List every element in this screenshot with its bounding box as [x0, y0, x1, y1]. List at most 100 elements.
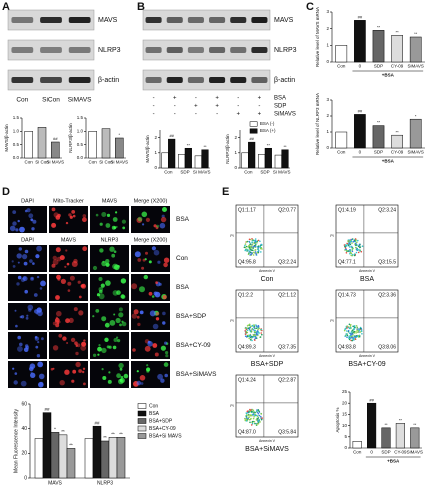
- significance-mark: **: [377, 24, 381, 29]
- significance-mark: **: [267, 142, 271, 147]
- significance-mark: **: [377, 120, 381, 125]
- cell-signal: [66, 262, 70, 266]
- event-dot: [352, 247, 354, 250]
- cell-signal: [28, 308, 32, 312]
- blot-band: [230, 77, 247, 83]
- bar: [194, 155, 202, 169]
- y-tick-label: 20: [342, 400, 348, 405]
- cell-signal: [101, 212, 107, 217]
- event-dot: [256, 409, 258, 411]
- y-tick-label: 1.5: [77, 115, 84, 120]
- cell-signal: [114, 264, 120, 271]
- y-tick-label: 20: [21, 451, 27, 457]
- event-dot: [254, 327, 256, 330]
- plot-caption: BSA: [360, 276, 374, 283]
- bar: [410, 427, 420, 449]
- panel-label: E: [222, 186, 229, 198]
- cell-signal: [163, 262, 168, 268]
- bar: [184, 147, 192, 169]
- event-dot: [349, 241, 352, 243]
- event-dot: [259, 240, 261, 243]
- cell-signal: [99, 248, 104, 253]
- bar: [241, 152, 249, 169]
- y-tick-label: 5: [344, 434, 347, 439]
- event-dot: [344, 335, 347, 338]
- event-dot: [246, 329, 249, 332]
- row-label: BSA+SiMAVS: [176, 371, 217, 378]
- cell-signal: [9, 225, 16, 232]
- bar: [352, 441, 362, 449]
- blot-band: [11, 17, 34, 23]
- y-axis-label: Mean Fluorescence Intensity: [13, 409, 19, 473]
- event-dot: [354, 338, 357, 341]
- event-dot: [246, 410, 249, 413]
- cell-signal: [92, 265, 98, 271]
- event-dot: [352, 325, 354, 328]
- event-dot: [350, 240, 353, 243]
- event-dot: [251, 413, 254, 416]
- bar: [101, 128, 111, 159]
- cell-signal: [162, 321, 166, 325]
- event-dot: [251, 253, 253, 255]
- event-dot: [351, 254, 354, 256]
- event-dot: [261, 417, 263, 419]
- event-dot: [253, 246, 255, 248]
- bar: [168, 138, 176, 169]
- x-tick-label: 0: [370, 450, 373, 455]
- cell-signal: [72, 214, 76, 218]
- event-dot: [355, 251, 358, 254]
- blot-background: [142, 69, 271, 91]
- event-dot: [246, 250, 248, 252]
- event-dot: [250, 330, 253, 332]
- blot-label: β-actin: [274, 77, 295, 84]
- cell-signal: [52, 345, 59, 351]
- significance-mark: **: [103, 435, 107, 440]
- cell-signal: [137, 322, 141, 327]
- cell-signal: [105, 262, 110, 267]
- event-dot: [355, 325, 358, 327]
- event-dot: [349, 325, 352, 327]
- cell-signal: [72, 369, 77, 374]
- cell-signal: [39, 381, 44, 386]
- quadrant-label: Q1:1.17: [238, 207, 256, 213]
- event-dot: [245, 330, 248, 333]
- flow-plot-frame: [235, 289, 299, 353]
- x-tick-label: NLRP3: [97, 480, 113, 486]
- event-dot: [247, 414, 249, 417]
- cell-signal: [134, 251, 141, 258]
- cell-signal: [152, 323, 159, 330]
- cell-signal: [106, 213, 111, 217]
- blot-label: β-actin: [98, 77, 119, 84]
- significance-mark: ##: [249, 136, 254, 141]
- x-tick-label: SiMAVS: [407, 450, 423, 455]
- cell-signal: [97, 353, 100, 356]
- blot-band: [68, 47, 91, 53]
- bar: [274, 154, 282, 169]
- y-tick-label: 1: [154, 150, 157, 155]
- row-label: BSA+CY-09: [176, 342, 211, 349]
- cell-signal: [104, 337, 109, 342]
- row-label: BSA+SDP: [176, 313, 206, 320]
- event-dot: [345, 333, 348, 335]
- bar: [37, 127, 47, 159]
- cell-signal: [121, 219, 126, 224]
- event-dot: [345, 252, 348, 254]
- cell-signal: [113, 313, 116, 316]
- cell-signal: [98, 287, 104, 292]
- y-axis-label: Apoptosis %: [335, 407, 340, 432]
- event-dot: [352, 337, 354, 339]
- y-tick-label: 2: [326, 26, 329, 31]
- blot-band: [187, 77, 204, 83]
- blot-band: [230, 17, 247, 23]
- event-dot: [351, 330, 353, 332]
- row-label: BSA: [176, 216, 190, 223]
- event-dot: [346, 325, 349, 328]
- significance-mark: **: [384, 422, 388, 427]
- significance-mark: ##: [369, 397, 374, 402]
- y-tick-label: 2: [234, 135, 237, 140]
- cell-signal: [81, 341, 87, 347]
- event-dot: [253, 324, 255, 326]
- cell-signal: [12, 221, 17, 226]
- event-dot: [251, 415, 253, 417]
- cell-signal: [58, 333, 63, 338]
